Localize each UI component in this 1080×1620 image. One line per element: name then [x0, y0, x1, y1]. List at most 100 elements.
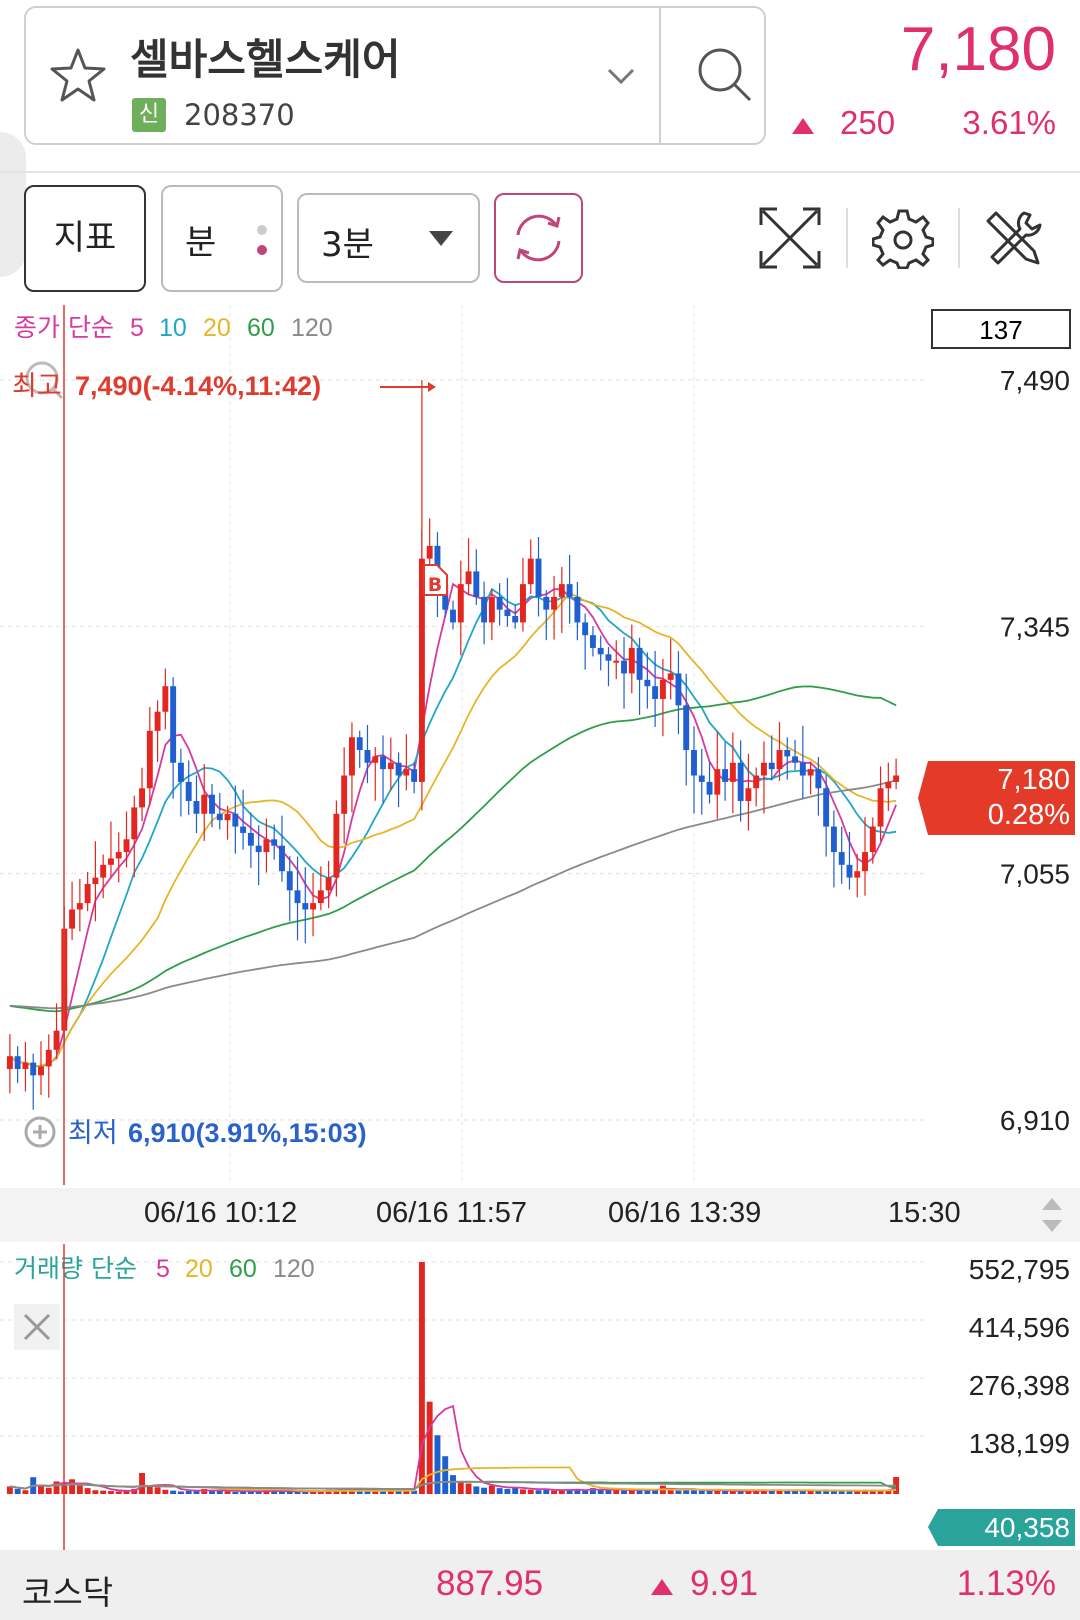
volume-bar — [14, 1488, 21, 1494]
minute-button[interactable]: 분 — [161, 185, 283, 292]
candle-body — [185, 781, 192, 802]
zoom-icon[interactable] — [25, 361, 64, 400]
price-chart[interactable]: 종가 단순 5 10 20 60 120 137 최고 7,490(-4.14%,11:… — [0, 305, 1080, 1185]
stock-selector[interactable]: 셀바스헬스케어 신 208370 — [24, 6, 766, 145]
volume-bar — [426, 1401, 433, 1494]
refresh-button[interactable] — [494, 193, 583, 283]
candle-body — [551, 596, 558, 610]
index-value: 887.95 — [436, 1564, 544, 1603]
candle-body — [582, 622, 589, 636]
volume-bar — [473, 1486, 480, 1494]
candle-body — [745, 788, 752, 802]
candle-body — [317, 890, 324, 904]
candle-body — [893, 775, 900, 782]
tools-icon[interactable] — [980, 205, 1044, 269]
buy-marker: B — [423, 564, 448, 596]
refresh-icon — [516, 214, 561, 262]
search-icon[interactable] — [686, 36, 766, 116]
volume-bar — [240, 1490, 247, 1494]
volume-bar — [123, 1490, 130, 1494]
candle-body — [465, 571, 472, 585]
svg-text:B: B — [428, 574, 442, 596]
volume-bar — [356, 1491, 363, 1494]
scroll-arrows-icon[interactable] — [1038, 1194, 1066, 1236]
volume-ma-legend: 5 20 60 120 — [156, 1255, 315, 1283]
candle-body — [558, 584, 565, 597]
volume-bar — [201, 1488, 208, 1494]
volume-bar — [364, 1490, 371, 1494]
volume-bar — [698, 1490, 705, 1494]
candle-body — [613, 660, 620, 663]
volume-bar — [753, 1490, 760, 1494]
low-prefix: 최저 — [68, 1118, 118, 1149]
candle-body — [768, 762, 775, 770]
candle-body — [286, 871, 293, 891]
volume-bar — [38, 1484, 44, 1494]
candle-body — [100, 864, 107, 878]
candle-body — [216, 813, 223, 821]
ma-legend-item: 5 — [156, 1255, 170, 1283]
candle-body — [271, 839, 278, 846]
volume-bar — [317, 1491, 324, 1494]
volume-bar — [838, 1491, 845, 1494]
low-label: 6,910(3.91%,15:03) — [128, 1118, 367, 1148]
volume-bar — [628, 1490, 635, 1494]
gear-icon[interactable] — [872, 207, 934, 269]
volume-bar — [893, 1477, 900, 1494]
volume-bar — [442, 1456, 449, 1494]
volume-bar — [450, 1475, 456, 1494]
divider — [958, 208, 960, 268]
volume-bar — [621, 1490, 627, 1494]
volume-bar — [512, 1487, 519, 1494]
indicator-button[interactable]: 지표 — [24, 185, 146, 292]
candle-body — [279, 845, 285, 872]
y-tick: 6,910 — [1000, 1105, 1070, 1136]
candle-body — [512, 616, 519, 623]
volume-chart[interactable]: 거래량 단순 5 20 60 120 552,795 414,596 276,398 138… — [0, 1244, 1080, 1550]
volume-bar — [418, 1262, 425, 1494]
chevron-down-icon[interactable] — [601, 56, 641, 96]
candle-body — [115, 852, 122, 859]
high-prefix: 최고 — [12, 371, 62, 402]
ma-legend: 5 10 20 60 120 — [130, 314, 333, 342]
price-change-pct: 3.61% — [962, 104, 1056, 141]
volume-bar — [465, 1483, 472, 1494]
candle-body — [535, 558, 542, 597]
candle-body — [348, 737, 355, 776]
volume-bar — [784, 1491, 791, 1494]
indicator-dot — [257, 225, 267, 235]
stock-name[interactable]: 셀바스헬스케어 — [130, 35, 401, 84]
divider — [846, 208, 848, 268]
volume-bar — [589, 1488, 596, 1494]
candle-body — [792, 756, 799, 763]
candle-body — [263, 839, 270, 853]
volume-bar — [271, 1491, 278, 1494]
volume-bar — [107, 1491, 114, 1494]
candle-body — [372, 756, 379, 763]
volume-bar — [294, 1491, 301, 1494]
expand-icon[interactable] — [757, 205, 823, 271]
zoom-icon[interactable] — [24, 1116, 56, 1148]
star-icon[interactable] — [46, 44, 110, 108]
close-icon[interactable] — [14, 1304, 60, 1350]
volume-bar — [372, 1491, 379, 1494]
candle-body — [543, 596, 550, 610]
candle-body — [193, 801, 200, 814]
candle-body — [566, 584, 573, 597]
up-arrow-icon — [651, 1579, 673, 1595]
volume-bar — [403, 1490, 410, 1494]
volume-bar — [411, 1490, 418, 1494]
candle-body — [854, 871, 861, 878]
candle-body — [209, 794, 215, 814]
ma-legend-item: 120 — [291, 314, 333, 342]
candle-body — [815, 769, 822, 789]
volume-bar — [862, 1490, 868, 1494]
candle-body — [38, 1066, 44, 1076]
index-footer[interactable]: 코스닥 887.95 9.91 1.13% — [0, 1550, 1080, 1620]
volume-bar — [644, 1489, 651, 1494]
candle-body — [488, 596, 495, 623]
volume-bar — [488, 1485, 495, 1494]
candle-body — [574, 596, 581, 623]
interval-select[interactable]: 3분 — [297, 193, 480, 283]
sidebar-handle[interactable] — [0, 132, 26, 277]
